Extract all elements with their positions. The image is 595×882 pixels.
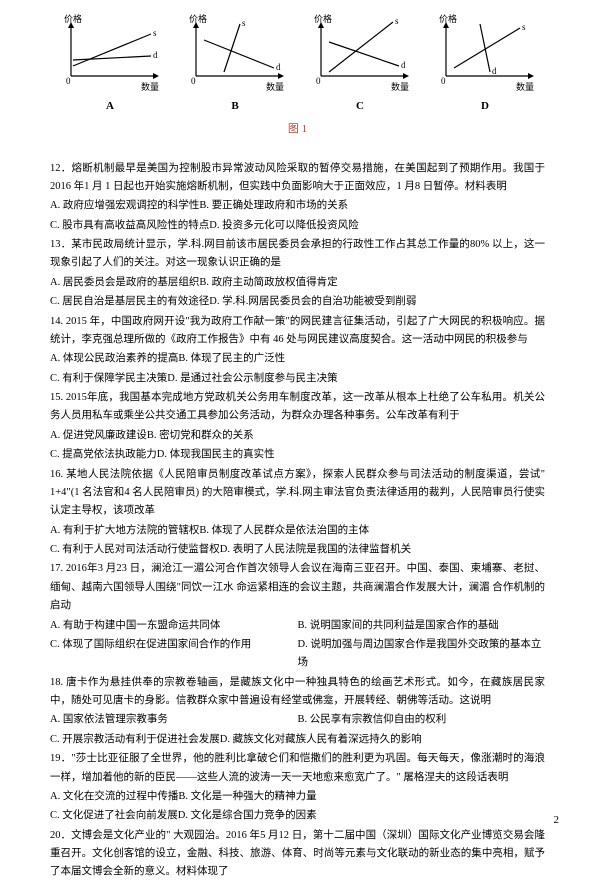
svg-text:0: 0 [191, 76, 196, 86]
chart-svg-D: 价格 0 数量 s d [432, 14, 538, 96]
chart-D: 价格 0 数量 s d D [431, 14, 539, 116]
chart-svg-A: 价格 0 数量 s d [57, 14, 163, 96]
q16-stem: 16. 某地人民法院依据《人民陪审员制度改革试点方案》，探索人民群众参与司法活动… [50, 466, 545, 521]
svg-text:s: s [242, 18, 246, 28]
q12-opt-ab: A. 政府应增强宏观调控的科学性B. 要正确处理政府和市场的关系 [50, 197, 545, 215]
svg-text:数量: 数量 [391, 81, 409, 92]
page-number: 2 [554, 814, 560, 826]
svg-text:数量: 数量 [266, 81, 284, 92]
svg-text:d: d [401, 60, 406, 70]
q17-stem: 17. 2016年3 月23 日，澜沧江一湄公河合作首次领导人会议在海南三亚召开… [50, 560, 545, 615]
q15-opt-ab: A. 促进党风廉政建设B. 密切党和群众的关系 [50, 427, 545, 445]
chart-label-D: D [481, 97, 489, 116]
svg-text:价格: 价格 [64, 14, 82, 24]
svg-text:s: s [395, 16, 399, 26]
charts-row: 价格 0 数量 s d A 价格 0 数量 [50, 14, 545, 116]
q19-stem: 19．"莎士比亚征服了全世界，他的胜利比拿破仑们和恺撒们的胜利更为巩固。每天每天… [50, 750, 545, 787]
q20-stem: 20．文博会是文化产业的" 大观园治。2016 年5 月12 日，第十二届中国（… [50, 827, 545, 882]
chart-A: 价格 0 数量 s d A [56, 14, 164, 116]
figure-caption: 图 1 [50, 120, 545, 139]
chart-label-C: C [356, 97, 364, 116]
q17-opt-d: D. 说明加强与周边国家合作是我国外交政策的基本立场 [298, 636, 546, 673]
svg-text:s: s [153, 28, 157, 38]
q14-stem: 14. 2015 年，中国政府网开设"我为政府工作献一策"的网民建言征集活动，引… [50, 313, 545, 350]
svg-text:s: s [522, 22, 526, 32]
q17-opt-b: B. 说明国家间的共同利益是国家合作的基础 [298, 617, 546, 635]
q13-stem: 13．某市民政局统计显示，学.科.网目前该市居民委员会承担的行政性工作占其总工作… [50, 236, 545, 273]
svg-text:0: 0 [66, 76, 71, 86]
q18-opt-cd: C. 开展宗教活动有利于促进社会发展D. 藏族文化对藏族人民有着深远持久的影响 [50, 731, 545, 749]
chart-label-A: A [106, 97, 114, 116]
q19-opt-ab: A. 文化在交流的过程中传播B. 文化是一种强大的精神力量 [50, 788, 545, 806]
q18-opt-a: A. 国家依法管理宗教事务 [50, 711, 298, 729]
q14-opt-ab: A. 体现公民政治素养的提高B. 体现了民主的广泛性 [50, 350, 545, 368]
svg-text:数量: 数量 [516, 81, 534, 92]
q19-opt-cd: C. 文化促进了社会向前发展D. 文化是综合国力竞争的因素 [50, 807, 545, 825]
q15-stem: 15. 2015年底，我国基本完成地方党政机关公务用车制度改革，这一改革从根本上… [50, 389, 545, 426]
q13-opt-ab: A. 居民委员会是政府的基层组织B. 政府主动简政放权值得肯定 [50, 274, 545, 292]
chart-C: 价格 0 数量 s d C [306, 14, 414, 116]
svg-text:d: d [153, 50, 158, 60]
q18-stem: 18. 唐卡作为悬挂供奉的宗教卷轴画，是藏族文化中一种独具特色的绘画艺术形式。如… [50, 674, 545, 711]
q17-opt-a: A. 有助于构建中国一东盟命运共同体 [50, 617, 298, 635]
svg-text:价格: 价格 [439, 14, 457, 24]
q12-stem: 12．熔断机制最早是美国为控制股市异常波动风险采取的暂停交易措施，在美国起到了预… [50, 160, 545, 197]
svg-text:价格: 价格 [189, 14, 207, 24]
q16-opt-cd: C. 有利于人民对司法活动行使监督权D. 表明了人民法院是我国的法律监督机关 [50, 541, 545, 559]
q12-opt-cd: C. 股市具有高收益高风险性的特点D. 投资多元化可以降低投资风险 [50, 217, 545, 235]
svg-text:0: 0 [441, 76, 446, 86]
chart-label-B: B [231, 97, 238, 116]
svg-text:0: 0 [316, 76, 321, 86]
svg-text:数量: 数量 [141, 81, 159, 92]
q16-opt-ab: A. 有利于扩大地方法院的管辖权B. 体现了人民群众是依法治国的主体 [50, 522, 545, 540]
chart-B: 价格 0 数量 s d B [181, 14, 289, 116]
q13-opt-cd: C. 居民自治是基层民主的有效途径D. 学.科.网居民委员会的自治功能被受到削弱 [50, 293, 545, 311]
q15-opt-cd: C. 提高党依法执政能力D. 体现我国民主的真实性 [50, 446, 545, 464]
svg-text:d: d [276, 62, 281, 72]
chart-svg-B: 价格 0 数量 s d [182, 14, 288, 96]
q14-opt-cd: C. 有利于保障学民主决策D. 是通过社会公示制度参与民主决策 [50, 370, 545, 388]
q17-opt-c: C. 体现了国际组织在促进国家间合作的作用 [50, 636, 298, 673]
q18-opt-b: B. 公民享有宗教信仰自由的权利 [298, 711, 546, 729]
svg-text:价格: 价格 [314, 14, 332, 24]
chart-svg-C: 价格 0 数量 s d [307, 14, 413, 96]
svg-text:d: d [492, 66, 497, 76]
